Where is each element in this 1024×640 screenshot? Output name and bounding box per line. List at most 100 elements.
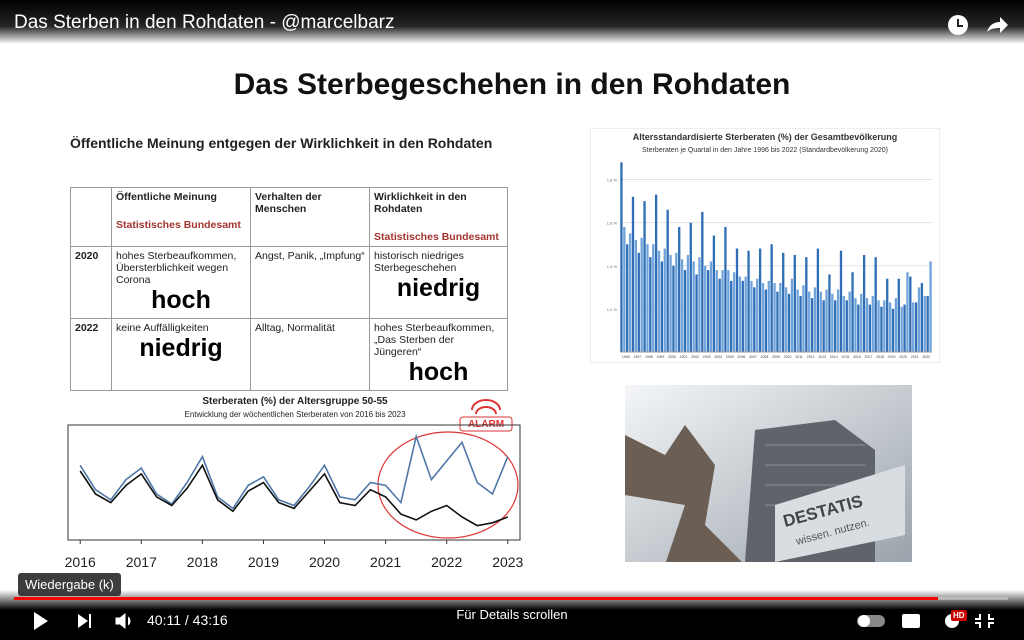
bar <box>909 276 912 352</box>
column-label: Wirklichkeit in den Rohdaten <box>374 191 467 215</box>
progress-track[interactable] <box>14 597 1008 600</box>
fullscreen-exit-button[interactable] <box>975 614 994 628</box>
bar <box>929 261 932 352</box>
table-header: Öffentliche Meinung Statistisches Bundesa… <box>70 187 508 247</box>
bar <box>871 295 874 352</box>
bar <box>799 295 802 352</box>
bar <box>888 302 892 352</box>
bar <box>631 196 635 352</box>
bar-chart: Altersstandardisierte Sterberaten (%) de… <box>590 128 940 363</box>
x-tick-label: 2021 <box>370 554 401 570</box>
subtitles-button[interactable] <box>902 614 920 628</box>
corner-cell <box>70 187 112 247</box>
clock-hand <box>957 19 963 27</box>
x-tick-label: 2007 <box>749 355 757 359</box>
bar <box>810 298 814 352</box>
bar <box>834 300 837 352</box>
bar <box>779 283 782 352</box>
bar <box>750 280 753 352</box>
x-tick-label: 2021 <box>911 355 919 359</box>
top-bar <box>0 0 1024 44</box>
x-tick-label: 2015 <box>841 355 849 359</box>
bar <box>692 261 695 352</box>
bar <box>776 291 779 352</box>
bar <box>825 289 828 352</box>
y-tick-label: 1,8 % <box>607 178 618 183</box>
cell-text: keine Auffälligkeiten <box>116 322 209 334</box>
bar <box>917 287 921 352</box>
plot-frame <box>67 424 521 541</box>
chart-title: Altersstandardisierte Sterberaten (%) de… <box>633 132 898 142</box>
bar <box>816 248 820 352</box>
bar <box>828 274 831 352</box>
x-tick-label: 2019 <box>248 554 279 570</box>
x-tick-label: 2001 <box>680 355 688 359</box>
table-row: 2020 hohes Sterbeaufkommen, Übersterblic… <box>70 246 508 319</box>
next-button[interactable] <box>78 614 91 628</box>
video-title[interactable]: Das Sterben in den Rohdaten - @marcelbar… <box>14 12 395 33</box>
y-tick-label: 1,2 % <box>607 307 618 312</box>
bar <box>669 255 672 352</box>
y-tick-label: 1,6 % <box>607 221 618 226</box>
bar <box>753 287 756 352</box>
bar <box>646 244 649 352</box>
bar <box>868 304 872 352</box>
bar <box>701 211 704 352</box>
bar <box>704 265 707 352</box>
bar <box>874 257 877 352</box>
sign <box>775 465 905 562</box>
bar <box>626 244 629 352</box>
x-tick-label: 2018 <box>876 355 884 359</box>
bar <box>912 302 915 352</box>
slide-subtitle: Öffentliche Meinung entgegen der Wirklic… <box>70 135 493 151</box>
scroll-hint[interactable]: Für Details scrollen <box>456 607 568 622</box>
x-tick-label: 2004 <box>714 355 722 359</box>
x-tick-label: 2019 <box>888 355 896 359</box>
play-button[interactable] <box>34 612 48 630</box>
share-icon[interactable] <box>987 17 1008 33</box>
bar <box>790 278 794 352</box>
bar <box>649 257 652 352</box>
bar <box>851 272 854 352</box>
x-tick-label: 2010 <box>784 355 792 359</box>
table-row: 2022 keine Auffälligkeiten niedrig Alltag… <box>70 318 508 391</box>
bar <box>675 252 678 352</box>
comparison-table: Öffentliche Meinung Statistisches Bundesa… <box>70 187 508 391</box>
x-tick-label: 2022 <box>922 355 930 359</box>
bar <box>654 194 658 352</box>
bar <box>926 295 929 352</box>
level-text: niedrig <box>139 334 223 362</box>
bar <box>744 276 747 352</box>
line-chart: Sterberaten (%) der Altersgruppe 50-55 E… <box>65 396 524 570</box>
bar <box>657 250 661 352</box>
header-cell: Wirklichkeit in den Rohdaten Statistische… <box>369 187 508 247</box>
bar <box>709 261 713 352</box>
volume-button[interactable] <box>115 612 131 630</box>
x-tick-label: 2023 <box>492 554 523 570</box>
destatis-photo: DESTATIS wissen. nutzen. <box>625 385 912 562</box>
level-text: niedrig <box>396 274 481 302</box>
bar <box>883 300 886 352</box>
bar <box>620 162 623 352</box>
bar <box>860 293 863 352</box>
bar <box>764 289 768 352</box>
bar <box>773 283 776 352</box>
bar <box>680 259 684 352</box>
bar <box>730 280 733 352</box>
progress-fill <box>14 597 939 600</box>
x-tick-label: 2003 <box>703 355 711 359</box>
x-tick-label: 2002 <box>691 355 699 359</box>
bar <box>758 248 762 352</box>
top-icons <box>948 15 1008 35</box>
tooltip: Wiedergabe (k) <box>18 573 121 596</box>
time-display: 40:11 / 43:16 <box>147 612 228 628</box>
bar <box>770 244 773 352</box>
bar <box>686 255 690 352</box>
bar <box>836 289 840 352</box>
bar <box>666 209 669 352</box>
column-label: Verhalten der Menschen <box>255 191 322 215</box>
cell-text: hohes Sterbeaufkommen, Übersterblichkeit… <box>116 250 237 286</box>
x-tick-label: 1996 <box>622 355 630 359</box>
bar <box>732 272 736 352</box>
